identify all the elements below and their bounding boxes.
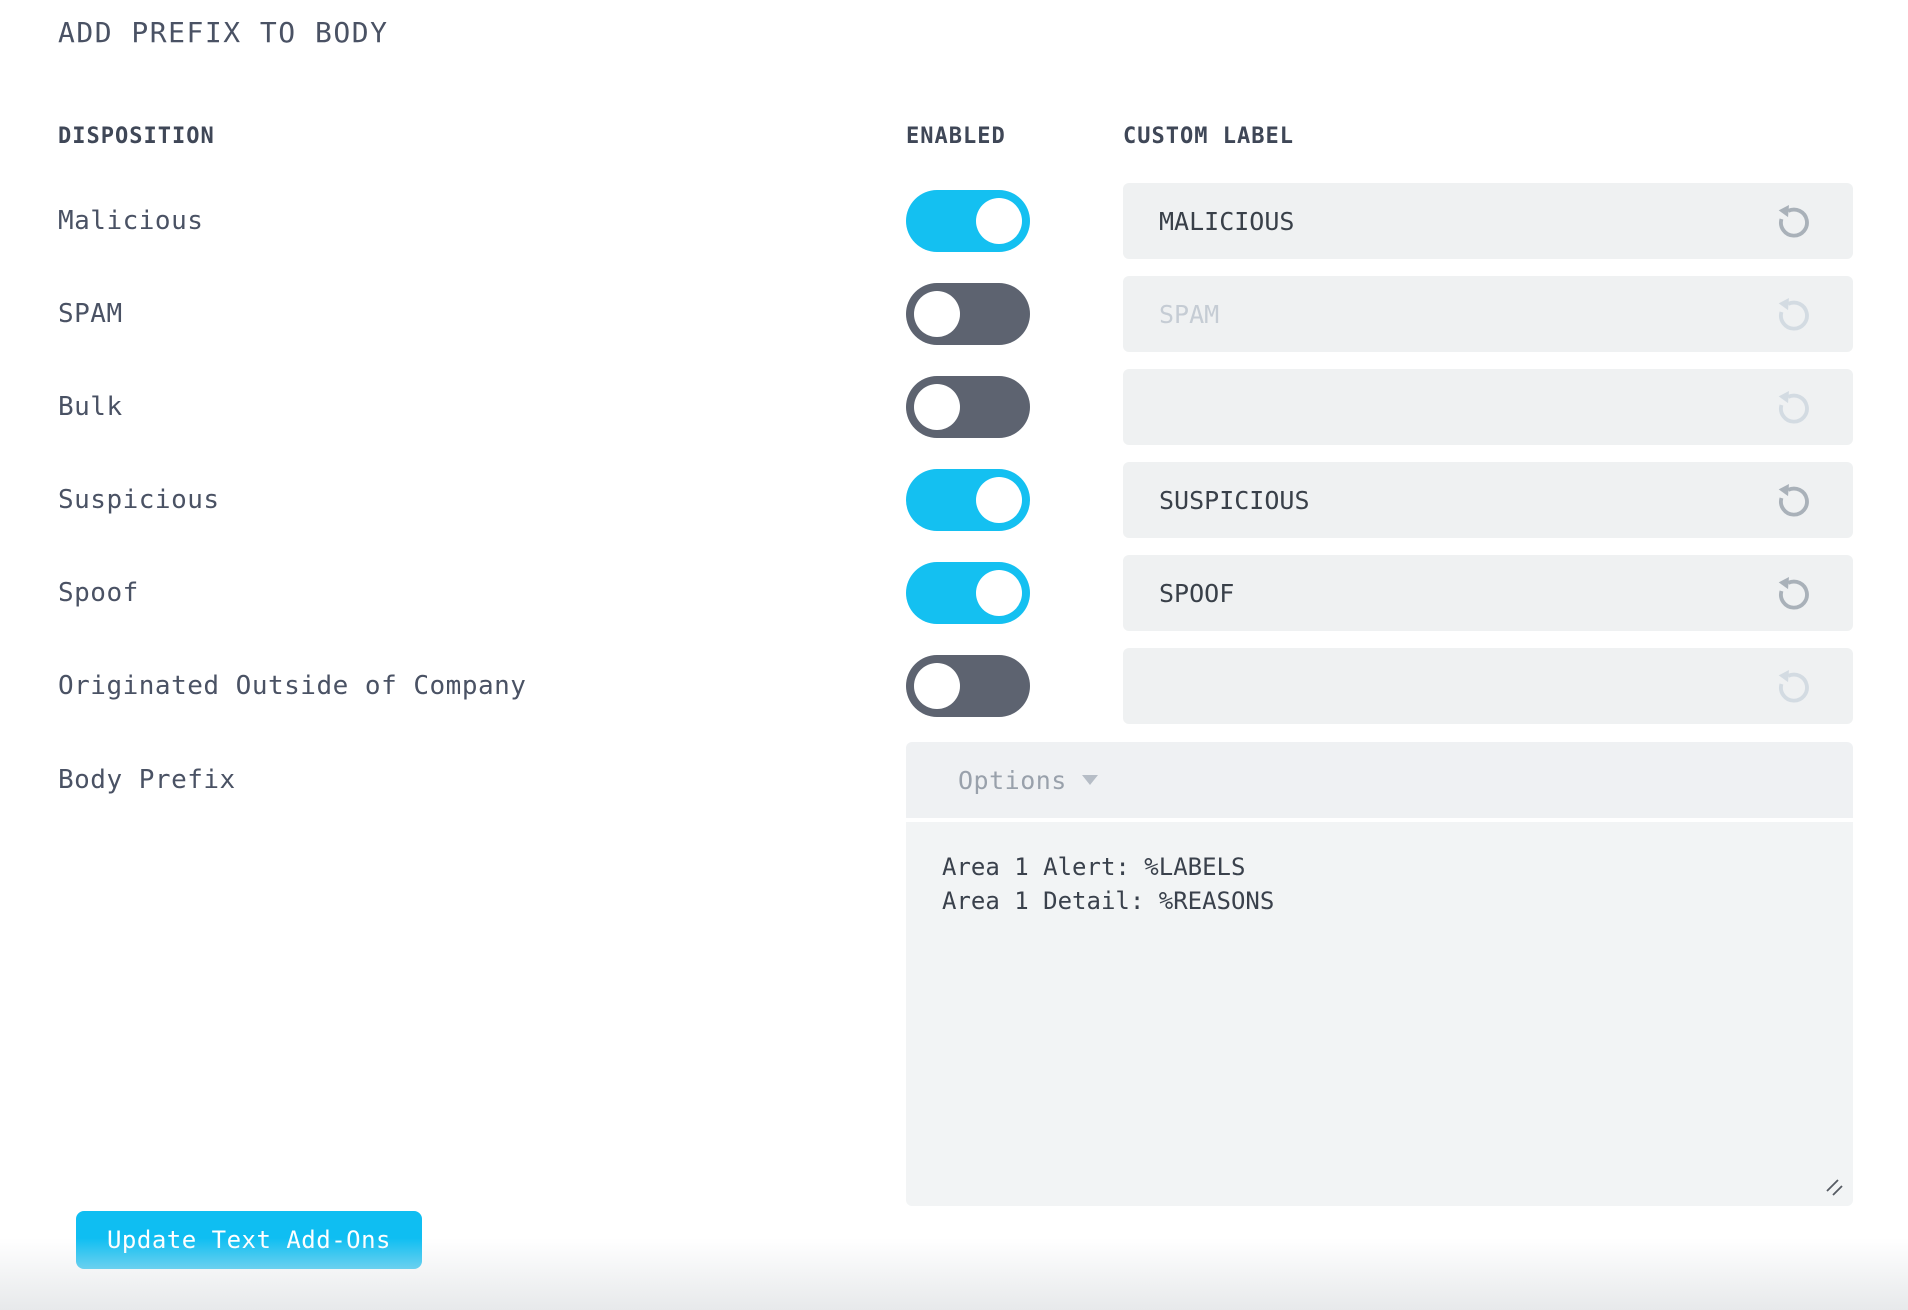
disposition-row: SPAM: [0, 276, 1908, 352]
disposition-row: Malicious: [0, 183, 1908, 259]
disposition-label: Bulk: [58, 392, 123, 422]
column-header-enabled: ENABLED: [906, 124, 1006, 149]
custom-label-field: [1123, 183, 1853, 259]
footer-gradient: [0, 1238, 1908, 1310]
column-header-custom-label: CUSTOM LABEL: [1123, 124, 1294, 149]
toggle-knob: [914, 291, 960, 337]
disposition-label: Malicious: [58, 206, 204, 236]
custom-label-field: [1123, 462, 1853, 538]
custom-label-input[interactable]: [1123, 276, 1853, 352]
disposition-label: Originated Outside of Company: [58, 671, 527, 701]
enabled-toggle[interactable]: [906, 562, 1030, 624]
custom-label-field: [1123, 555, 1853, 631]
toggle-knob: [976, 477, 1022, 523]
custom-label-field: [1123, 276, 1853, 352]
body-prefix-editor: [906, 822, 1853, 1206]
body-prefix-textarea[interactable]: [906, 822, 1853, 1206]
custom-label-input[interactable]: [1123, 462, 1853, 538]
body-prefix-label: Body Prefix: [58, 765, 236, 795]
custom-label-field: [1123, 369, 1853, 445]
toggle-knob: [976, 570, 1022, 616]
page-title: ADD PREFIX TO BODY: [58, 16, 389, 49]
disposition-row: Suspicious: [0, 462, 1908, 538]
custom-label-field: [1123, 648, 1853, 724]
column-header-disposition: DISPOSITION: [58, 124, 215, 149]
custom-label-input[interactable]: [1123, 369, 1853, 445]
chevron-down-icon: [1081, 775, 1098, 785]
reset-icon[interactable]: [1771, 571, 1815, 615]
reset-icon[interactable]: [1771, 199, 1815, 243]
options-dropdown[interactable]: Options: [906, 742, 1853, 818]
disposition-row: Originated Outside of Company: [0, 648, 1908, 724]
toggle-knob: [914, 663, 960, 709]
custom-label-input[interactable]: [1123, 648, 1853, 724]
disposition-row: Bulk: [0, 369, 1908, 445]
reset-icon[interactable]: [1771, 664, 1815, 708]
reset-icon[interactable]: [1771, 292, 1815, 336]
enabled-toggle[interactable]: [906, 376, 1030, 438]
resize-grip-icon[interactable]: [1823, 1176, 1847, 1200]
toggle-knob: [976, 198, 1022, 244]
reset-icon[interactable]: [1771, 385, 1815, 429]
enabled-toggle[interactable]: [906, 469, 1030, 531]
disposition-label: SPAM: [58, 299, 123, 329]
reset-icon[interactable]: [1771, 478, 1815, 522]
disposition-row: Spoof: [0, 555, 1908, 631]
toggle-knob: [914, 384, 960, 430]
enabled-toggle[interactable]: [906, 655, 1030, 717]
custom-label-input[interactable]: [1123, 183, 1853, 259]
enabled-toggle[interactable]: [906, 283, 1030, 345]
enabled-toggle[interactable]: [906, 190, 1030, 252]
custom-label-input[interactable]: [1123, 555, 1853, 631]
disposition-label: Suspicious: [58, 485, 220, 515]
options-dropdown-label: Options: [958, 765, 1067, 795]
disposition-label: Spoof: [58, 578, 139, 608]
